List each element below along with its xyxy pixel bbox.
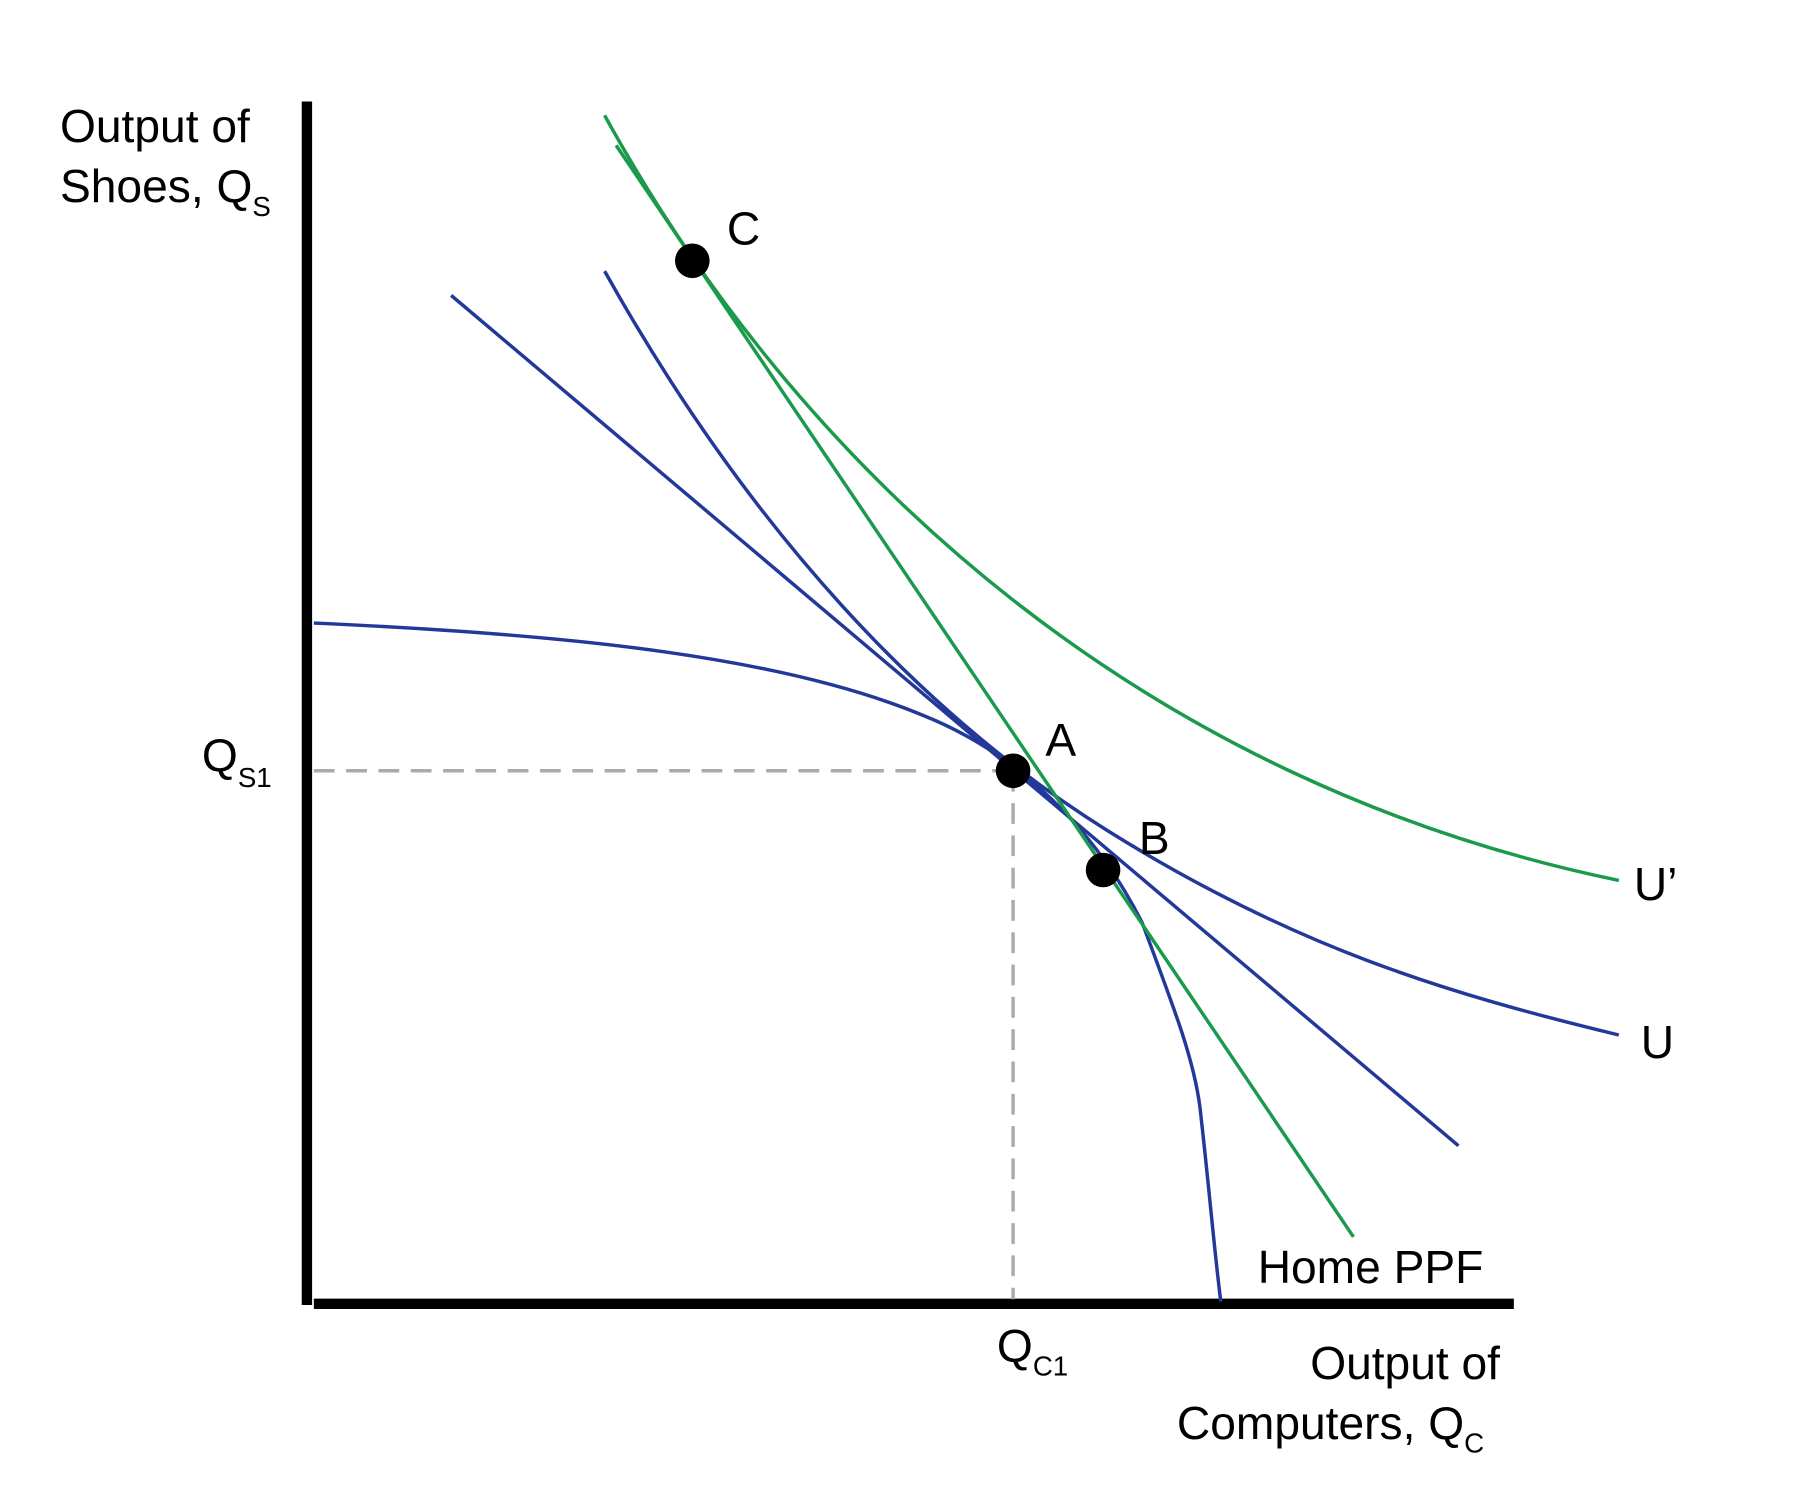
indifference-curve	[603, 114, 1620, 883]
point-label: A	[1045, 714, 1076, 766]
marker-text: Q	[997, 1320, 1033, 1372]
marker-label: QS1	[202, 729, 272, 793]
axis-label-text: Computers, Q	[1177, 1397, 1464, 1449]
point	[675, 243, 710, 279]
subscript: S	[252, 191, 270, 222]
point-label: B	[1139, 812, 1170, 864]
axis-label: Shoes, QS	[60, 160, 271, 222]
axis-label: Output of	[60, 100, 250, 152]
ppf-curve	[313, 621, 1223, 1302]
point	[995, 753, 1031, 789]
curve-label: Home PPF	[1258, 1241, 1484, 1293]
axis-label-text: Shoes, Q	[60, 160, 252, 212]
point-label: C	[727, 203, 760, 255]
price-line	[450, 294, 1460, 1148]
marker-label: QC1	[997, 1320, 1068, 1382]
axis-label: Computers, QC	[1177, 1397, 1484, 1459]
point	[1085, 852, 1121, 888]
curve-label: U	[1641, 1016, 1674, 1068]
axis-label: Output of	[1310, 1337, 1500, 1389]
subscript: C1	[1033, 1350, 1068, 1381]
subscript: S1	[238, 762, 272, 793]
subscript: C	[1464, 1428, 1484, 1459]
price-line	[614, 144, 1355, 1238]
indifference-curve	[603, 270, 1620, 1037]
curve-label: U’	[1634, 858, 1678, 910]
marker-text: Q	[202, 729, 238, 781]
